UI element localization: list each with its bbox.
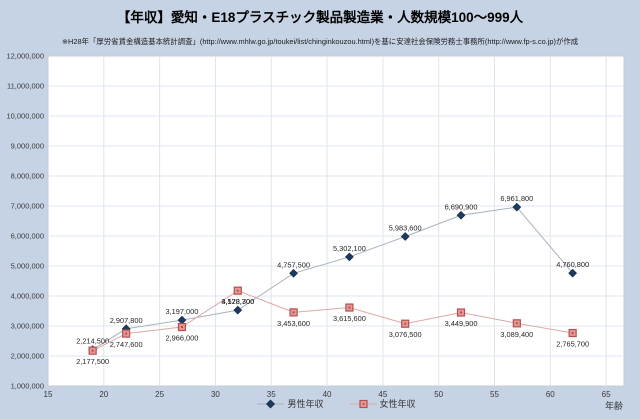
data-label: 2,765,700	[556, 340, 589, 349]
legend-label-male: 男性年収	[287, 399, 324, 409]
svg-text:11,000,000: 11,000,000	[7, 82, 44, 91]
svg-text:40: 40	[323, 390, 332, 399]
x-axis-title: 年齢	[604, 401, 623, 411]
x-axis: 15 20 25 30 35 40 45 50 55 60 65	[44, 56, 611, 399]
svg-text:4,000,000: 4,000,000	[11, 292, 44, 301]
male-data-point	[568, 268, 578, 278]
svg-text:60: 60	[546, 390, 555, 399]
male-data-point	[233, 305, 243, 315]
legend-label-female: 女性年収	[379, 399, 416, 409]
svg-text:25: 25	[155, 390, 164, 399]
series-male: 2,214,500 2,907,800 3,197,000 3,528,700 4,75…	[76, 194, 589, 354]
female-series-marker-icon	[349, 399, 377, 408]
male-data-point	[345, 252, 354, 262]
data-label: 3,615,600	[333, 314, 366, 323]
male-series-marker-icon	[257, 398, 285, 409]
male-data-point	[289, 268, 298, 278]
svg-text:12,000,000: 12,000,000	[6, 52, 44, 61]
data-label: 5,302,100	[333, 244, 366, 253]
male-data-point	[512, 202, 522, 212]
svg-text:9,000,000: 9,000,000	[11, 142, 44, 151]
data-label: 5,983,600	[389, 223, 422, 232]
male-data-point	[456, 210, 466, 220]
data-label: 2,907,800	[110, 316, 143, 325]
svg-text:15: 15	[44, 390, 53, 399]
svg-text:3,000,000: 3,000,000	[11, 322, 44, 331]
svg-text:5,000,000: 5,000,000	[11, 262, 44, 271]
svg-text:55: 55	[490, 390, 499, 399]
chart-title: 【年収】愛知・E18プラスチック製品製造業・人数規模100〜999人	[116, 10, 524, 25]
data-label: 6,690,900	[445, 202, 478, 211]
legend: 男性年収 女性年収	[48, 397, 625, 410]
svg-text:2,000,000: 2,000,000	[11, 352, 44, 361]
svg-text:50: 50	[434, 390, 443, 399]
data-label: 4,760,800	[556, 260, 589, 269]
data-label: 3,449,900	[445, 319, 478, 328]
svg-text:65: 65	[602, 390, 611, 399]
data-label: 2,747,600	[110, 340, 143, 349]
legend-item-female: 女性年収	[349, 397, 416, 410]
svg-text:7,000,000: 7,000,000	[11, 202, 44, 211]
data-label: 2,966,000	[166, 334, 199, 343]
legend-item-male: 男性年収	[257, 397, 324, 410]
data-label: 2,214,500	[76, 337, 109, 346]
data-label: 6,961,800	[500, 194, 533, 203]
data-label: 4,757,500	[277, 260, 310, 269]
data-label: 3,197,000	[166, 307, 199, 316]
svg-text:6,000,000: 6,000,000	[11, 232, 44, 241]
svg-text:45: 45	[378, 390, 387, 399]
svg-text:35: 35	[267, 390, 276, 399]
svg-text:1,000,000: 1,000,000	[11, 382, 44, 391]
data-label: 2,177,500	[76, 357, 109, 366]
male-data-point	[400, 232, 410, 241]
data-label: 3,453,600	[277, 319, 310, 328]
plot-background	[47, 55, 625, 387]
svg-text:10,000,000: 10,000,000	[6, 112, 44, 121]
data-label: 3,076,500	[389, 330, 422, 339]
data-label: 3,528,700	[221, 297, 254, 306]
y-axis: 1,000,000 2,000,000 3,000,000 4,000,000 5,00…	[6, 52, 624, 391]
svg-text:30: 30	[211, 390, 220, 399]
data-label: 4,178,300	[221, 297, 254, 306]
svg-text:8,000,000: 8,000,000	[11, 172, 44, 181]
data-label: 3,089,400	[500, 330, 533, 339]
chart-subtitle: ※H28年「厚労省賃金構造基本統計調査」(http://www.mhlw.go.…	[61, 37, 579, 46]
svg-text:20: 20	[99, 390, 108, 399]
